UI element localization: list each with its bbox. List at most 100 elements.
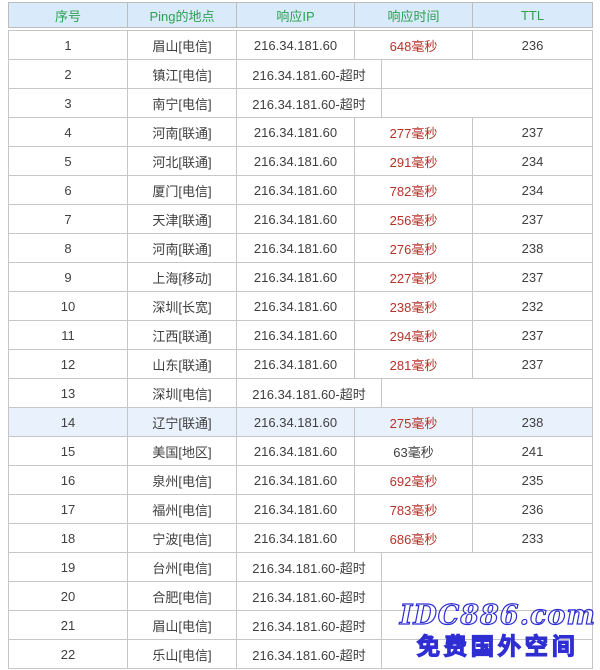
column-header-ip: 响应IP: [237, 3, 355, 27]
cell-ttl: 237: [521, 211, 544, 227]
cell-timeout-empty: [382, 640, 592, 668]
cell-ip: 216.34.181.60: [237, 437, 355, 465]
cell-response-time: 276毫秒: [355, 234, 473, 262]
table-row: 19 台州[电信] 216.34.181.60-超时: [8, 553, 593, 582]
cell-ttl: 233: [521, 530, 544, 546]
cell-ip: 216.34.181.60-超时: [237, 611, 382, 639]
cell-location: 镇江[电信]: [128, 60, 237, 88]
cell-location: 南宁[电信]: [128, 89, 237, 117]
table-row: 18 宁波[电信] 216.34.181.60 686毫秒 233: [8, 524, 593, 553]
cell-ip: 216.34.181.60: [237, 176, 355, 204]
cell-index: 18: [9, 524, 128, 552]
column-header-index: 序号: [9, 3, 128, 27]
cell-timeout-empty: [382, 60, 592, 88]
cell-location: 乐山[电信]: [128, 640, 237, 668]
cell-location: 厦门[电信]: [128, 176, 237, 204]
cell-ip: 216.34.181.60: [237, 495, 355, 523]
table-row: 3 南宁[电信] 216.34.181.60-超时: [8, 89, 593, 118]
cell-index: 4: [9, 118, 128, 146]
cell-location: 江西[联通]: [128, 321, 237, 349]
table-body: 1 眉山[电信] 216.34.181.60 648毫秒 236 2 镇江[电信] 216.3…: [8, 30, 593, 669]
cell-ttl: 236: [521, 501, 544, 517]
cell-ttl: 241: [521, 443, 544, 459]
cell-ip: 216.34.181.60: [237, 147, 355, 175]
cell-ttl: 237: [521, 124, 544, 140]
cell-timeout-empty: [382, 611, 592, 639]
table-row: 8 河南[联通] 216.34.181.60 276毫秒 238: [8, 234, 593, 263]
cell-ttl: 237: [521, 269, 544, 285]
cell-index: 7: [9, 205, 128, 233]
cell-location: 眉山[电信]: [128, 31, 237, 59]
cell-location: 河南[联通]: [128, 118, 237, 146]
cell-location: 辽宁[联通]: [128, 408, 237, 436]
cell-ttl: 238: [521, 240, 544, 256]
cell-index: 8: [9, 234, 128, 262]
cell-index: 22: [9, 640, 128, 668]
cell-ttl: 238: [521, 414, 544, 430]
cell-location: 深圳[长宽]: [128, 292, 237, 320]
table-row: 14 辽宁[联通] 216.34.181.60 275毫秒 238: [8, 408, 593, 437]
table-row: 5 河北[联通] 216.34.181.60 291毫秒 234: [8, 147, 593, 176]
cell-index: 11: [9, 321, 128, 349]
cell-index: 13: [9, 379, 128, 407]
cell-ip: 216.34.181.60-超时: [237, 379, 382, 407]
cell-ttl: 234: [521, 153, 544, 169]
cell-index: 16: [9, 466, 128, 494]
cell-index: 12: [9, 350, 128, 378]
table-row: 20 合肥[电信] 216.34.181.60-超时: [8, 582, 593, 611]
cell-location: 台州[电信]: [128, 553, 237, 581]
cell-index: 2: [9, 60, 128, 88]
cell-ttl: 237: [521, 356, 544, 372]
cell-index: 17: [9, 495, 128, 523]
cell-index: 19: [9, 553, 128, 581]
cell-response-time: 63毫秒: [355, 437, 473, 465]
cell-ip: 216.34.181.60: [237, 350, 355, 378]
cell-location: 山东[联通]: [128, 350, 237, 378]
table-row: 13 深圳[电信] 216.34.181.60-超时: [8, 379, 593, 408]
cell-ttl: 232: [521, 298, 544, 314]
cell-ip: 216.34.181.60: [237, 205, 355, 233]
cell-index: 10: [9, 292, 128, 320]
table-row: 15 美国[地区] 216.34.181.60 63毫秒 241: [8, 437, 593, 466]
table-row: 17 福州[电信] 216.34.181.60 783毫秒 236: [8, 495, 593, 524]
cell-location: 河南[联通]: [128, 234, 237, 262]
cell-ip: 216.34.181.60: [237, 31, 355, 59]
cell-response-time: 782毫秒: [355, 176, 473, 204]
cell-ttl: 236: [521, 37, 544, 53]
cell-timeout-empty: [382, 582, 592, 610]
cell-timeout-empty: [382, 89, 592, 117]
cell-response-time: 238毫秒: [355, 292, 473, 320]
cell-location: 泉州[电信]: [128, 466, 237, 494]
table-row: 22 乐山[电信] 216.34.181.60-超时: [8, 640, 593, 669]
cell-response-time: 294毫秒: [355, 321, 473, 349]
cell-ip: 216.34.181.60: [237, 524, 355, 552]
cell-response-time: 277毫秒: [355, 118, 473, 146]
cell-response-time: 291毫秒: [355, 147, 473, 175]
cell-index: 14: [9, 408, 128, 436]
cell-ip: 216.34.181.60: [237, 292, 355, 320]
column-header-location: Ping的地点: [128, 3, 237, 27]
cell-ttl: 235: [521, 472, 544, 488]
cell-location: 美国[地区]: [128, 437, 237, 465]
cell-location: 合肥[电信]: [128, 582, 237, 610]
cell-index: 6: [9, 176, 128, 204]
cell-ip: 216.34.181.60-超时: [237, 553, 382, 581]
cell-response-time: 692毫秒: [355, 466, 473, 494]
cell-ip: 216.34.181.60-超时: [237, 640, 382, 668]
column-header-ttl: TTL: [520, 7, 545, 23]
table-row: 21 眉山[电信] 216.34.181.60-超时: [8, 611, 593, 640]
table-row: 4 河南[联通] 216.34.181.60 277毫秒 237: [8, 118, 593, 147]
cell-ip: 216.34.181.60: [237, 263, 355, 291]
cell-location: 河北[联通]: [128, 147, 237, 175]
cell-ip: 216.34.181.60: [237, 408, 355, 436]
cell-ip: 216.34.181.60: [237, 234, 355, 262]
cell-location: 福州[电信]: [128, 495, 237, 523]
table-row: 12 山东[联通] 216.34.181.60 281毫秒 237: [8, 350, 593, 379]
cell-location: 天津[联通]: [128, 205, 237, 233]
cell-index: 21: [9, 611, 128, 639]
cell-timeout-empty: [382, 553, 592, 581]
cell-timeout-empty: [382, 379, 592, 407]
cell-ip: 216.34.181.60: [237, 321, 355, 349]
ping-results-table: 序号 Ping的地点 响应IP 响应时间 TTL 1 眉山[电信] 216.34.181.6…: [8, 2, 593, 669]
cell-index: 1: [9, 31, 128, 59]
